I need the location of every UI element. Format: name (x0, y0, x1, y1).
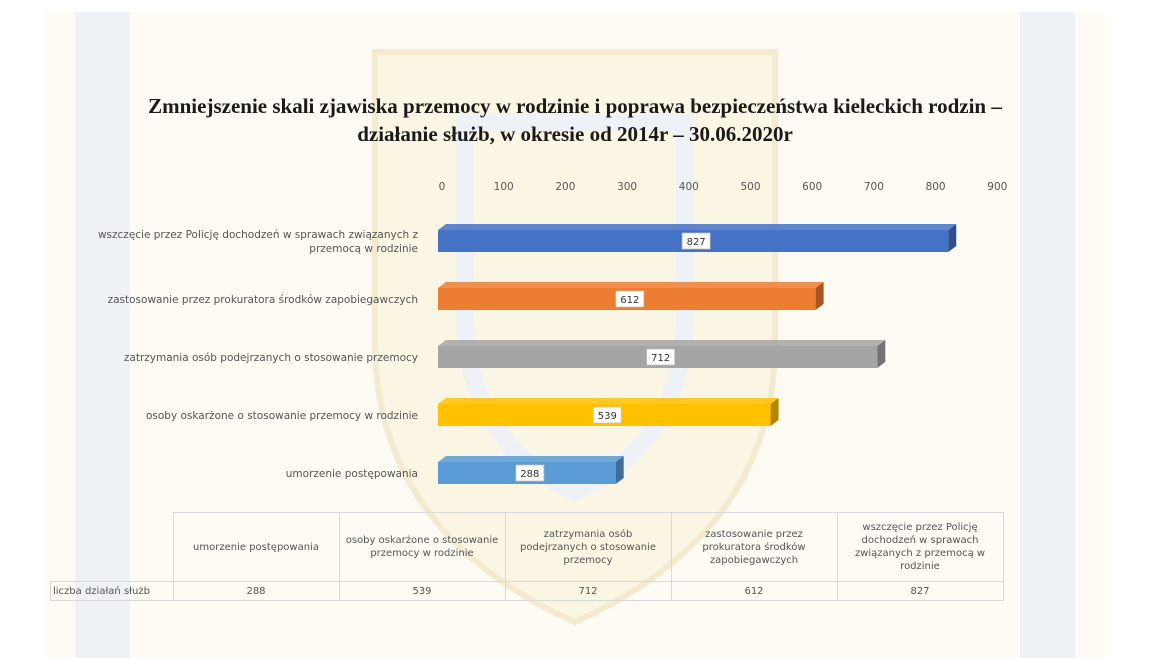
x-tick-label: 800 (926, 181, 946, 193)
chart-title-line-1: Zmniejszenie skali zjawiska przemocy w r… (148, 94, 1002, 118)
x-tick-label: 0 (439, 181, 446, 193)
data-label-box (515, 464, 545, 482)
data-label-box (615, 290, 645, 308)
category-label: zastosowanie przez prokuratora środków z… (108, 294, 418, 306)
data-table-cell: 827 (836, 581, 1004, 601)
x-tick-label: 600 (802, 181, 822, 193)
data-label-box (646, 348, 676, 366)
data-table-header-row: umorzenie postępowania osoby oskarżone o… (51, 512, 1004, 582)
x-tick-label: 400 (679, 181, 699, 193)
category-label: umorzenie postępowania (286, 468, 418, 480)
bar-top-face (438, 456, 624, 462)
data-label-box (592, 406, 622, 424)
x-tick-label: 700 (864, 181, 884, 193)
bar-side-face (877, 340, 886, 368)
chart-title-line-2: działanie służb, w okresie od 2014r – 30… (357, 122, 793, 146)
data-table-cell: 712 (504, 581, 672, 601)
bar-top-face (438, 224, 957, 230)
data-table-header-cell: zastosowanie przez prokuratora środków z… (670, 512, 838, 582)
data-table-corner (51, 513, 174, 582)
category-label: osoby oskarżone o stosowanie przemocy w … (146, 410, 418, 422)
x-tick-label: 300 (617, 181, 637, 193)
x-tick-label: 100 (494, 181, 514, 193)
data-table-header-cell: zatrzymania osób podejrzanych o stosowan… (504, 512, 672, 582)
category-label: zatrzymania osób podejrzanych o stosowan… (124, 352, 418, 364)
category-label: wszczęcie przez Policję dochodzeń w spra… (98, 229, 419, 241)
bar-side-face (815, 282, 824, 310)
data-label: 612 (620, 295, 639, 306)
data-table: umorzenie postępowania osoby oskarżone o… (50, 512, 1004, 601)
category-label: przemocą w rodzinie (309, 243, 418, 255)
bar-side-face (770, 398, 779, 426)
data-label: 712 (651, 353, 670, 364)
bar-side-face (948, 224, 957, 252)
data-label: 827 (687, 237, 706, 248)
bar-top-face (438, 282, 824, 288)
bar-top-face (438, 398, 779, 404)
data-table-header-cell: wszczęcie przez Policję dochodzeń w spra… (836, 512, 1004, 582)
data-table-header-cell: osoby oskarżone o stosowanie przemocy w … (338, 512, 506, 582)
data-label: 539 (598, 411, 617, 422)
x-tick-label: 200 (555, 181, 575, 193)
bar-chart: 0 100 200 300 400 500 600 700 800 900 827 wszczęcie… (98, 181, 1007, 484)
data-table-cell: 288 (172, 581, 340, 601)
data-label: 288 (520, 469, 539, 480)
data-label-box (681, 232, 711, 250)
bar-side-face (615, 456, 624, 484)
x-tick-label: 900 (987, 181, 1007, 193)
data-table-header-cell: umorzenie postępowania (172, 512, 340, 582)
data-table-cell: 612 (670, 581, 838, 601)
chart-title: Zmniejszenie skali zjawiska przemocy w r… (45, 92, 1105, 148)
data-table-row: liczba działań służb 288 539 712 612 827 (50, 581, 1004, 601)
data-table-cell: 539 (338, 581, 506, 601)
bar-top-face (438, 340, 886, 346)
slide: Zmniejszenie skali zjawiska przemocy w r… (45, 12, 1105, 658)
x-tick-label: 500 (740, 181, 760, 193)
data-table-row-label: liczba działań służb (50, 581, 174, 601)
